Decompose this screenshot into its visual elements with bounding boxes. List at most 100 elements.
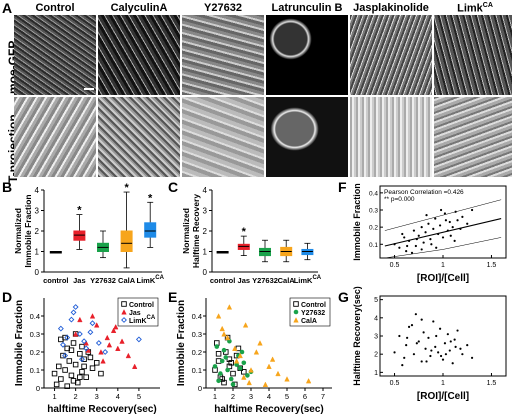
panel-d-ytick-label-2: 0.2 <box>30 348 40 357</box>
panel-d-point-s0-13 <box>81 356 87 362</box>
panel-f-point-20 <box>448 220 451 224</box>
panel-d-point-s2-0 <box>57 325 64 332</box>
micrograph-r1-c4 <box>350 97 432 177</box>
panel-f-point-8 <box>420 226 423 229</box>
panel-e-legend-marker-0 <box>293 301 299 307</box>
panel-e-point-s0-10 <box>228 360 234 366</box>
micrograph-r1-c5 <box>434 97 512 177</box>
panel-b-ytick-label-2: 2 <box>35 227 40 236</box>
panel-d-point-s0-26 <box>81 363 87 370</box>
panel-a-label: A <box>2 0 13 16</box>
panel-d-point-s1-11 <box>106 341 113 348</box>
panel-g-point-7 <box>417 340 420 343</box>
panel-d-point-s1-5 <box>110 327 117 333</box>
panel-e-point-s1-12 <box>241 360 247 366</box>
panel-f-point-37 <box>425 214 428 217</box>
panel-e-legend-marker-2 <box>293 317 299 323</box>
panel-g-point-8 <box>420 360 423 363</box>
panel-e-point-s2-2 <box>226 304 233 310</box>
panel-g-point-17 <box>441 358 445 361</box>
column-header-0: Control <box>35 2 75 14</box>
panel-d-point-s0-24 <box>64 383 70 389</box>
panel-f-label: F <box>338 179 347 195</box>
panel-d-point-s1-6 <box>115 345 121 351</box>
panel-g-point-31 <box>401 363 404 367</box>
panel-e-xtick-label-2: 3 <box>249 392 253 401</box>
panel-d-point-s0-17 <box>93 360 100 366</box>
panel-g-point-5 <box>412 353 416 356</box>
panel-d-point-s1-14 <box>113 323 119 330</box>
panel-g-point-34 <box>435 334 438 338</box>
panel-e-point-s2-11 <box>305 377 312 384</box>
micrograph-r0-c5 <box>434 15 512 95</box>
panel-d-point-s0-12 <box>79 369 85 375</box>
panel-d-point-s2-8 <box>72 304 79 310</box>
panel-b-category-label-0: control <box>43 276 68 285</box>
panel-e-point-s2-4 <box>237 352 243 359</box>
panel-d-point-s0-18 <box>98 370 104 377</box>
panel-e-point-s2-3 <box>232 345 238 351</box>
panel-d-point-s2-4 <box>83 345 90 352</box>
panel-e-point-s2-18 <box>262 381 269 387</box>
column-header-4: Jasplakinolide <box>353 2 429 14</box>
panel-g-point-22 <box>453 338 456 341</box>
panel-e-point-s2-16 <box>219 325 225 332</box>
panel-c-ytick-label-4: 4 <box>203 186 208 195</box>
panel-d-point-s0-21 <box>70 378 77 384</box>
panel-g-ylabel: Halftime Recovery(sec) <box>352 286 362 386</box>
panel-g-point-21 <box>451 362 454 365</box>
panel-e-xtick-label-0: 1 <box>213 392 217 401</box>
panel-g-point-4 <box>407 325 411 329</box>
panel-d-point-s0-23 <box>87 354 94 361</box>
panel-f-fit-line <box>384 218 502 247</box>
panel-f-ci-lower <box>384 237 502 259</box>
panel-g-point-11 <box>427 336 430 339</box>
panel-c-category-label-0: control <box>210 276 235 285</box>
panel-b-ytick-label-4: 4 <box>35 186 40 195</box>
panel-g-point-14 <box>434 345 437 349</box>
panel-b-category-label-1: Jas <box>73 276 86 285</box>
panel-e-legend-label-0: Control <box>301 302 326 309</box>
panel-c-ytick-label-2: 2 <box>203 227 208 236</box>
micrograph-r0-c1 <box>98 15 180 95</box>
panel-b-box-1 <box>73 230 86 241</box>
panel-g-point-33 <box>459 347 462 350</box>
panel-b-label: B <box>2 179 13 195</box>
panel-g-point-35 <box>444 353 448 356</box>
panel-e-legend-label-1: Y27632 <box>301 310 325 317</box>
panel-d-point-s1-9 <box>89 313 96 319</box>
panel-d-point-s2-13 <box>79 356 85 363</box>
panel-e-point-s2-1 <box>221 331 227 337</box>
panel-g-point-36 <box>415 342 418 345</box>
panel-g-point-30 <box>449 340 452 343</box>
panel-e-label: E <box>168 289 178 305</box>
panel-d-point-s0-19 <box>53 381 60 388</box>
panel-d-point-s0-29 <box>77 374 83 380</box>
panel-b-category-label-2: Y27632 <box>90 276 116 285</box>
panel-g-point-15 <box>437 351 440 354</box>
panel-g-point-37 <box>425 360 428 363</box>
panel-f-point-10 <box>424 231 427 234</box>
panel-g-point-19 <box>446 333 449 336</box>
panel-g-label: G <box>338 289 349 305</box>
panel-d-legend-marker-0 <box>121 301 127 307</box>
panel-d-point-s0-22 <box>79 343 85 350</box>
panel-g-point-2 <box>403 356 406 359</box>
panel-f-ytick-label-1: 0.2 <box>369 225 378 232</box>
micrograph-r0-c3 <box>266 15 348 95</box>
panel-f-annotation-1: Pearson Correlation =0.426 <box>384 189 464 196</box>
panel-c-category-label-1: Jas <box>238 276 251 285</box>
micrograph-r0-c4 <box>350 15 432 95</box>
panel-f-point-24 <box>461 215 464 218</box>
panel-g-point-23 <box>456 329 459 332</box>
panel-g-point-26 <box>470 356 474 359</box>
panel-e-point-s2-10 <box>284 376 290 382</box>
panel-d-point-s0-8 <box>70 340 77 346</box>
panel-c-ytick-label-3: 3 <box>203 207 208 216</box>
panel-f-point-3 <box>405 250 408 253</box>
panel-f-point-17 <box>441 236 445 239</box>
panel-e-xtick-label-6: 7 <box>321 392 325 401</box>
panel-f-point-35 <box>444 219 448 222</box>
panel-d-xlabel: halftime Recovery(sec) <box>47 404 157 415</box>
panel-f-point-0 <box>393 243 396 246</box>
